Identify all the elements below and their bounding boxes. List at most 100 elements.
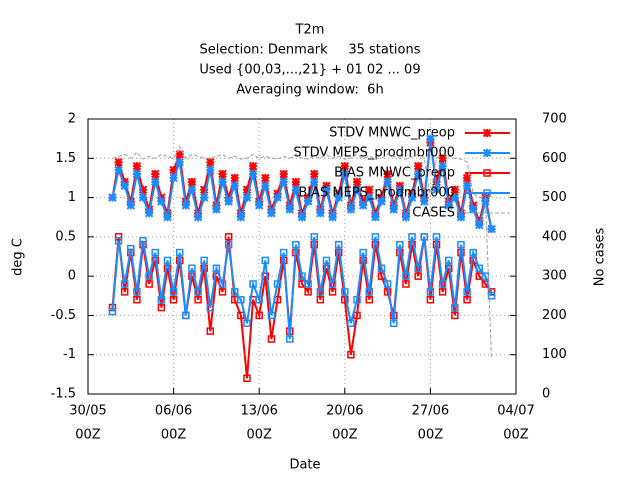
point-marker: [304, 280, 312, 288]
x-tick-date: 04/07: [497, 404, 534, 419]
point-marker: [187, 185, 197, 194]
point-marker: [193, 213, 203, 222]
point-marker: [340, 161, 350, 171]
point-marker: [224, 197, 233, 206]
point-marker: [310, 233, 318, 241]
point-marker: [133, 295, 141, 304]
point-marker: [218, 177, 227, 187]
point-marker: [297, 213, 307, 222]
point-marker: [237, 295, 245, 304]
x-tick-date: 27/06: [412, 404, 449, 419]
point-marker: [450, 185, 460, 194]
point-marker: [261, 173, 270, 183]
y2-tick-label: 500: [542, 190, 567, 205]
point-marker: [316, 209, 325, 218]
point-marker: [248, 161, 258, 171]
y-axis-label: deg C: [11, 238, 26, 276]
point-marker: [132, 161, 142, 171]
point-marker: [132, 169, 142, 179]
point-marker: [389, 205, 398, 214]
point-marker: [120, 280, 129, 288]
legend-marker: [483, 169, 491, 177]
point-marker: [463, 288, 471, 296]
point-marker: [303, 197, 313, 206]
point-marker: [414, 264, 422, 273]
legend-marker: [482, 128, 492, 138]
point-marker: [352, 177, 362, 187]
point-marker: [402, 280, 410, 288]
title-line: Averaging window: 6h: [236, 83, 383, 98]
point-marker: [242, 193, 252, 202]
point-marker: [182, 311, 190, 320]
point-marker: [157, 303, 166, 312]
point-marker: [353, 295, 361, 304]
point-marker: [212, 264, 221, 273]
point-marker: [407, 193, 417, 202]
point-marker: [212, 205, 221, 214]
point-marker: [413, 161, 423, 171]
point-marker: [267, 209, 276, 218]
point-marker: [188, 264, 196, 273]
point-marker: [414, 272, 422, 280]
point-marker: [358, 201, 368, 210]
series-line: [111, 236, 493, 340]
title-line: Used {00,03,...,21} + 01 02 ... 09: [199, 63, 420, 78]
point-marker: [139, 237, 147, 245]
y2-tick-label: 200: [542, 308, 567, 323]
y2-tick-label: 400: [542, 229, 567, 244]
point-marker: [322, 256, 331, 265]
point-marker: [389, 319, 398, 328]
point-marker: [218, 280, 227, 288]
point-marker: [365, 185, 374, 194]
point-marker: [279, 177, 288, 187]
point-marker: [206, 327, 215, 335]
point-marker: [487, 224, 496, 234]
point-marker: [120, 288, 129, 296]
point-marker: [438, 280, 447, 288]
point-marker: [151, 169, 160, 179]
point-marker: [120, 181, 129, 190]
point-marker: [365, 295, 374, 304]
point-marker: [377, 264, 386, 273]
point-marker: [481, 197, 490, 206]
legend-marker: [483, 189, 491, 197]
point-marker: [163, 213, 172, 222]
point-marker: [181, 201, 191, 210]
point-marker: [291, 177, 301, 187]
y2-tick-label: 100: [542, 347, 567, 362]
point-marker: [292, 240, 300, 249]
point-marker: [462, 173, 472, 183]
plot-border: [87, 118, 517, 395]
point-marker: [169, 295, 178, 304]
point-marker: [285, 205, 294, 214]
point-marker: [127, 244, 135, 253]
x-axis-label: Date: [289, 458, 320, 473]
point-marker: [347, 350, 355, 359]
point-marker: [438, 288, 447, 296]
point-marker: [286, 335, 294, 343]
point-marker: [243, 319, 251, 328]
point-marker: [114, 165, 123, 175]
legend-label: STDV MEPS_prodmbr000: [293, 146, 455, 161]
y-tick-label: 0.5: [55, 229, 76, 244]
point-marker: [371, 213, 380, 222]
x-tick-date: 30/05: [69, 404, 106, 419]
point-marker: [426, 288, 435, 296]
point-marker: [353, 311, 361, 320]
series-line: [112, 145, 492, 359]
y2-tick-label: 0: [542, 387, 550, 402]
point-marker: [206, 303, 215, 312]
title-line: Selection: Denmark 35 stations: [199, 43, 420, 58]
x-tick-date: 20/06: [326, 404, 363, 419]
point-marker: [199, 193, 209, 202]
point-marker: [426, 295, 435, 304]
point-marker: [462, 181, 472, 190]
point-marker: [145, 280, 153, 288]
point-marker: [206, 165, 215, 175]
point-marker: [328, 288, 337, 296]
legend-label: STDV MNWC_preop: [329, 126, 455, 141]
point-marker: [243, 374, 251, 383]
point-marker: [175, 248, 184, 257]
point-marker: [273, 280, 282, 288]
point-marker: [151, 248, 160, 257]
